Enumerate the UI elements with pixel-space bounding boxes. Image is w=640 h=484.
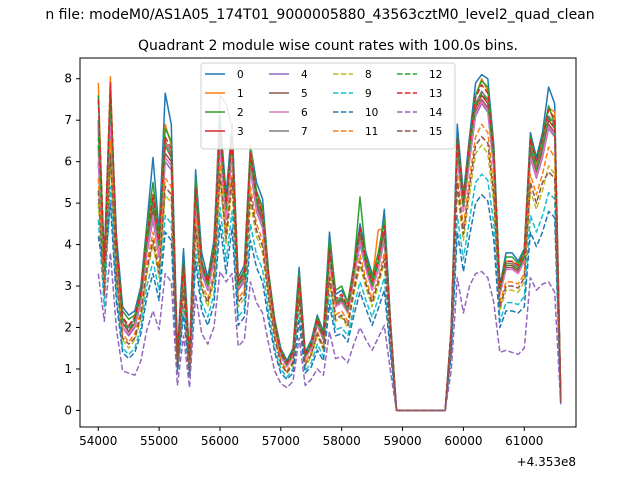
legend-label-4: 4 bbox=[301, 69, 308, 81]
chart-title: Quadrant 2 module wise count rates with … bbox=[138, 38, 518, 54]
axes-frame bbox=[79, 57, 577, 428]
legend-label-13: 13 bbox=[429, 88, 442, 100]
series-layer bbox=[97, 73, 562, 412]
series-line-8 bbox=[97, 144, 562, 412]
series-line-13 bbox=[97, 82, 562, 412]
legend-label-14: 14 bbox=[429, 107, 443, 119]
series-line-15 bbox=[97, 136, 562, 412]
y-tick-label: 5 bbox=[64, 196, 72, 210]
x-tick-label: 60000 bbox=[444, 434, 482, 448]
legend-label-5: 5 bbox=[301, 88, 308, 100]
x-tick-label: 58000 bbox=[323, 434, 361, 448]
legend-label-15: 15 bbox=[429, 126, 442, 138]
x-tick-label: 56000 bbox=[201, 434, 239, 448]
figure-suptitle: n file: modeM0/AS1A05_174T01_9000005880_… bbox=[45, 7, 594, 23]
legend-label-6: 6 bbox=[301, 107, 308, 119]
x-tick-label: 57000 bbox=[262, 434, 300, 448]
y-tick-label: 7 bbox=[64, 113, 72, 127]
series-line-10 bbox=[97, 194, 562, 412]
legend-label-2: 2 bbox=[237, 107, 244, 119]
x-tick-label: 54000 bbox=[79, 434, 117, 448]
legend-label-7: 7 bbox=[301, 126, 308, 138]
y-tick-label: 4 bbox=[64, 238, 72, 252]
x-tick-label: 55000 bbox=[140, 434, 178, 448]
x-tick-label: 61000 bbox=[505, 434, 543, 448]
legend-label-3: 3 bbox=[237, 126, 244, 138]
y-tick-label: 2 bbox=[64, 320, 72, 334]
y-tick-label: 6 bbox=[64, 155, 72, 169]
y-tick-label: 3 bbox=[64, 279, 72, 293]
legend-label-11: 11 bbox=[365, 126, 378, 138]
series-line-14 bbox=[97, 252, 562, 412]
y-tick-label: 8 bbox=[64, 72, 72, 86]
x-offset-label: +4.353e8 bbox=[517, 455, 576, 469]
legend-label-12: 12 bbox=[429, 69, 442, 81]
x-axis: 54000 55000 56000 57000 58000 59000 60000 61000 bbox=[79, 427, 543, 448]
legend-label-9: 9 bbox=[365, 88, 372, 100]
legend-label-1: 1 bbox=[237, 88, 244, 100]
y-axis: 0 1 2 3 4 5 6 7 8 bbox=[64, 72, 80, 417]
legend-label-0: 0 bbox=[237, 69, 244, 81]
legend-label-10: 10 bbox=[365, 107, 378, 119]
y-tick-label: 0 bbox=[64, 403, 72, 417]
legend-label-8: 8 bbox=[365, 69, 372, 81]
y-tick-label: 1 bbox=[64, 362, 72, 376]
legend-box bbox=[200, 62, 456, 150]
x-tick-label: 59000 bbox=[383, 434, 421, 448]
